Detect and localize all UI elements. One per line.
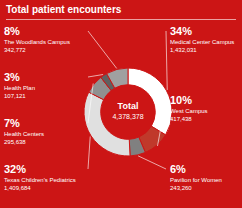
html-text:4,378,378: 4,378,378 — [112, 113, 144, 120]
svg-text:Texas Children's Pediatrics: Texas Children's Pediatrics — [8, 177, 76, 183]
svg-text:1,432,031: 1,432,031 — [170, 47, 197, 53]
svg-text:8%: 8% — [8, 25, 20, 37]
html-text:Total: Total — [117, 101, 139, 111]
svg-text:Pavilion for Women: Pavilion for Women — [170, 177, 222, 183]
svg-text:Health Plan: Health Plan — [8, 85, 35, 91]
svg-text:32%: 32% — [8, 163, 26, 175]
svg-text:6%: 6% — [170, 163, 186, 175]
svg-text:243,260: 243,260 — [170, 185, 192, 191]
svg-text:295,638: 295,638 — [8, 139, 26, 145]
svg-text:West Campus: West Campus — [170, 108, 208, 114]
svg-text:34%: 34% — [170, 25, 192, 37]
svg-text:Medical Center Campus: Medical Center Campus — [170, 39, 234, 45]
svg-text:Health Centers: Health Centers — [8, 131, 44, 137]
svg-text:7%: 7% — [8, 117, 20, 129]
svg-text:10%: 10% — [170, 94, 192, 106]
svg-text:417,438: 417,438 — [170, 116, 192, 122]
svg-text:342,772: 342,772 — [8, 47, 26, 53]
svg-text:107,121: 107,121 — [8, 93, 26, 99]
svg-text:3%: 3% — [8, 71, 20, 83]
svg-text:The Woodlands Campus: The Woodlands Campus — [8, 39, 70, 45]
svg-text:1,409,684: 1,409,684 — [8, 185, 31, 191]
html-text:Total patient encounters: Total patient encounters — [6, 4, 122, 15]
